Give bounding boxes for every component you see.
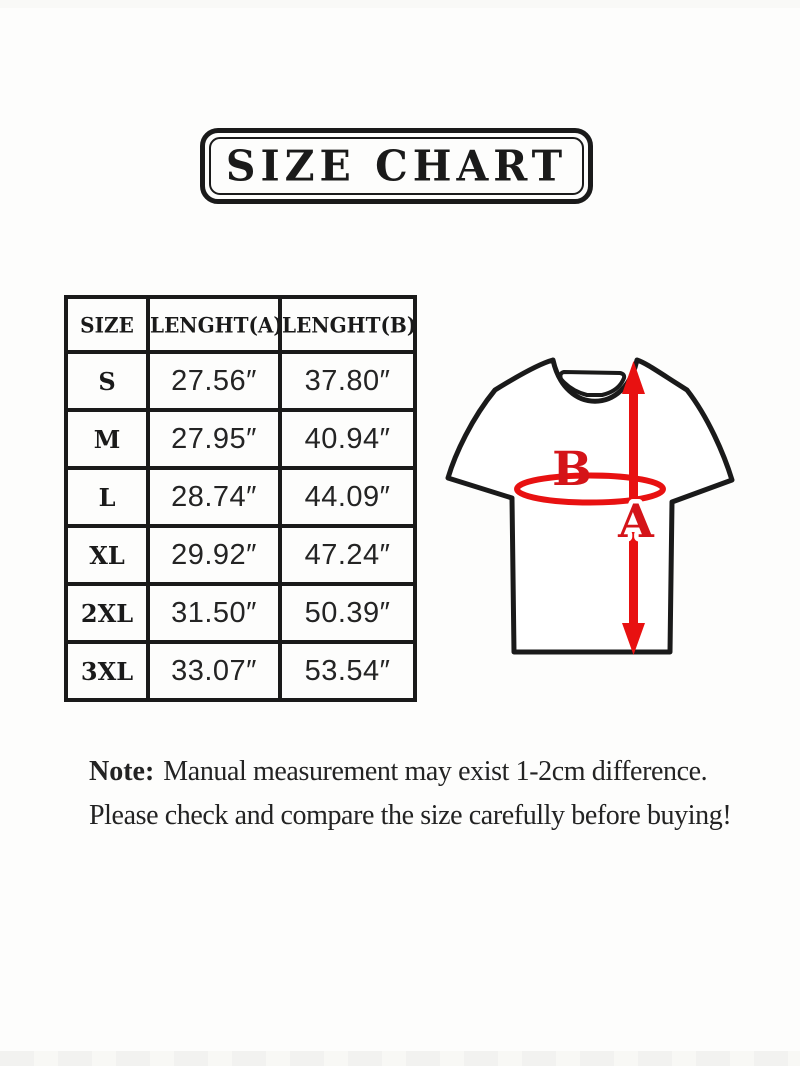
length-b-cell: 50.39″ — [278, 582, 417, 644]
length-a-cell: 28.74″ — [146, 466, 282, 528]
title-plate-inner-border: SIZE CHART — [209, 137, 584, 195]
length-b-cell: 40.94″ — [278, 408, 417, 470]
length-a-cell: 27.56″ — [146, 350, 282, 412]
note-line-1: Note: Manual measurement may exist 1-2cm … — [89, 750, 749, 794]
note-prefix: Note: — [89, 756, 155, 787]
size-cell: S — [64, 350, 150, 412]
note-block: Note: Manual measurement may exist 1-2cm … — [89, 750, 749, 838]
top-edge-artifact — [0, 0, 800, 8]
width-b-ellipse — [514, 472, 666, 506]
length-b-cell: 53.54″ — [278, 640, 417, 702]
size-table-body: S 27.56″ 37.80″ M 27.95″ 40.94″ L 28.74″ 44.09″ X… — [64, 350, 417, 702]
tshirt-outline — [445, 357, 735, 655]
label-b: B — [552, 442, 592, 497]
length-b-cell: 47.24″ — [278, 524, 417, 586]
length-b-cell: 44.09″ — [278, 466, 417, 528]
size-row: L 28.74″ 44.09″ — [64, 466, 417, 528]
size-cell: L — [64, 466, 150, 528]
size-row: 3XL 33.07″ 53.54″ — [64, 640, 417, 702]
note-line-2: Please check and compare the size carefu… — [89, 800, 732, 831]
note-line1-text: Manual measurement may exist 1-2cm diffe… — [163, 756, 708, 787]
length-a-arrow — [622, 361, 645, 655]
arrowhead-down-icon — [622, 623, 645, 655]
length-b-cell: 37.80″ — [278, 350, 417, 412]
col-header-size: SIZE — [64, 293, 150, 356]
tshirt-measurement-diagram: B A — [445, 357, 735, 655]
length-a-cell: 27.95″ — [146, 408, 282, 470]
length-a-cell: 31.50″ — [146, 582, 282, 644]
size-table: SIZE LENGHT(A) LENGHT(B) S 27.56″ 37.80″ M 2… — [64, 293, 417, 702]
arrowhead-up-icon — [622, 361, 645, 394]
size-row: XL 29.92″ 47.24″ — [64, 524, 417, 586]
size-table-header-row: SIZE LENGHT(A) LENGHT(B) — [64, 293, 417, 356]
size-row: S 27.56″ 37.80″ — [64, 350, 417, 412]
length-a-cell: 29.92″ — [146, 524, 282, 586]
size-cell: XL — [64, 524, 150, 586]
collar-band — [558, 370, 627, 397]
size-cell: 2XL — [64, 582, 150, 644]
bottom-edge-artifact — [0, 1051, 800, 1066]
length-a-cell: 33.07″ — [146, 640, 282, 702]
col-header-length-a: LENGHT(A) — [146, 293, 282, 356]
page-title: SIZE CHART — [225, 141, 568, 191]
size-row: M 27.95″ 40.94″ — [64, 408, 417, 470]
arrow-shaft — [629, 386, 638, 628]
col-header-length-b: LENGHT(B) — [278, 293, 417, 356]
size-row: 2XL 31.50″ 50.39″ — [64, 582, 417, 644]
size-cell: 3XL — [64, 640, 150, 702]
size-cell: M — [64, 408, 150, 470]
title-plate: SIZE CHART — [200, 128, 593, 204]
label-a: A — [617, 494, 655, 548]
